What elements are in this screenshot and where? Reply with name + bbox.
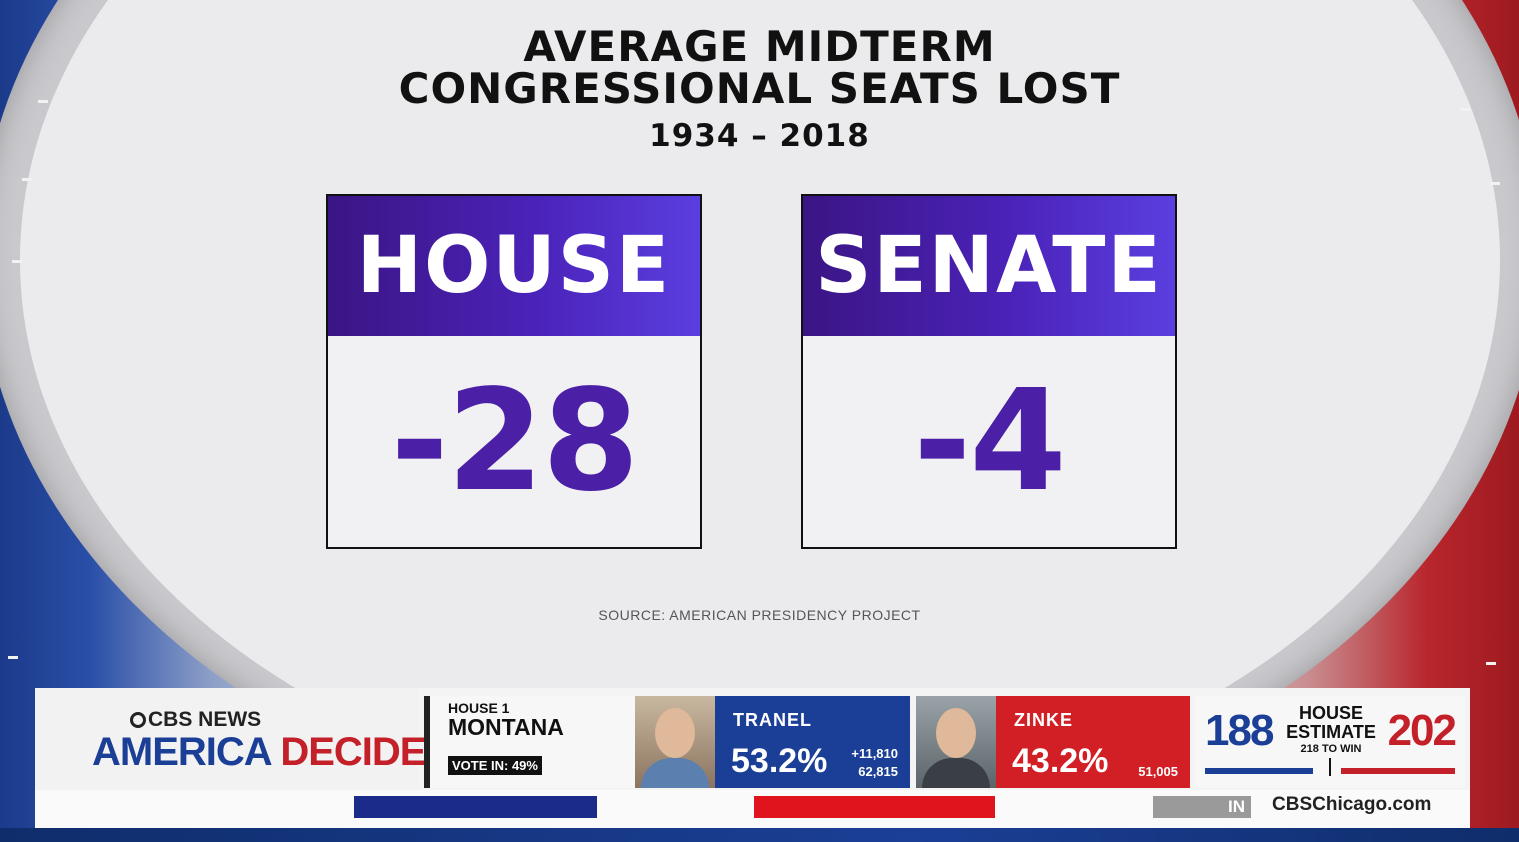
ring-tick: [1460, 108, 1470, 111]
candidate-zinke: ZINKE 43.2% 51,005: [916, 696, 1190, 788]
dem-seat-estimate: 188: [1205, 706, 1274, 755]
face-shape: [936, 708, 976, 758]
house-card-body: -28: [328, 336, 700, 547]
candidate-votes: 51,005: [1138, 764, 1178, 779]
to-win-label: 218 TO WIN: [1300, 743, 1362, 755]
race-state: MONTANA: [448, 714, 564, 740]
rep-estimate-bar: [1341, 768, 1455, 774]
senate-card-value: -4: [913, 360, 1067, 523]
cbs-news-logo: CBS NEWS: [130, 708, 261, 732]
vote-in-badge: VOTE IN: 49%: [448, 756, 542, 775]
crawl-tag: IN: [1153, 796, 1251, 818]
tranel-photo: [635, 696, 715, 788]
ring-tick: [1490, 182, 1500, 185]
shoulders-shape: [641, 758, 709, 788]
senate-card-header: SENATE: [803, 196, 1175, 336]
title-line-2: CONGRESSIONAL SEATS LOST: [398, 64, 1121, 113]
race-panel: HOUSE 1 MONTANA VOTE IN: 49%: [424, 696, 636, 788]
source-note: SOURCE: AMERICAN PRESIDENCY PROJECT: [598, 607, 921, 623]
title-line-1: AVERAGE MIDTERM: [523, 22, 996, 71]
show-word-1: AMERICA: [92, 730, 271, 774]
shoulders-shape: [922, 758, 990, 788]
candidate-lead: +11,810: [851, 746, 898, 761]
senate-card-body: -4: [803, 336, 1175, 547]
rep-seat-estimate: 202: [1387, 706, 1457, 755]
station-site: CBSChicago.com: [1272, 794, 1432, 815]
candidate-name: TRANEL: [733, 710, 812, 730]
ring-tick: [38, 100, 48, 103]
crawl-red-block: [754, 796, 995, 818]
america-decides-logo: AMERICA DECIDES: [92, 730, 452, 775]
house-estimate-panel: 188 HOUSE ESTIMATE 218 TO WIN 202: [1195, 696, 1465, 788]
zinke-photo: [916, 696, 996, 788]
senate-card: SENATE -4: [801, 194, 1177, 549]
bottom-strip: [0, 828, 1519, 842]
crawl-blue-block: [354, 796, 597, 818]
title-period: 1934 – 2018: [649, 118, 870, 154]
estimate-label-line-2: ESTIMATE: [1286, 722, 1376, 742]
network-name: CBS NEWS: [148, 708, 262, 731]
candidate-tranel: TRANEL 53.2% +11,810 62,815: [635, 696, 910, 788]
race-type: HOUSE 1: [448, 700, 510, 716]
show-word-2: DECIDES: [280, 730, 452, 774]
senate-card-label: SENATE: [815, 221, 1163, 311]
house-card-header: HOUSE: [328, 196, 700, 336]
house-card-value: -28: [390, 360, 640, 523]
face-shape: [655, 708, 695, 758]
majority-marker: [1329, 758, 1331, 776]
estimate-label: HOUSE ESTIMATE: [1279, 704, 1383, 742]
candidate-votes: 62,815: [858, 764, 898, 779]
cbs-eye-icon: [130, 712, 146, 728]
ring-tick: [8, 656, 18, 659]
estimate-label-line-1: HOUSE: [1298, 703, 1363, 723]
house-card: HOUSE -28: [326, 194, 702, 549]
dem-estimate-bar: [1205, 768, 1313, 774]
candidate-percent: 43.2%: [1012, 742, 1109, 780]
house-card-label: HOUSE: [356, 221, 672, 311]
brand-panel: [35, 688, 419, 790]
ring-tick: [1486, 662, 1496, 665]
ring-tick: [22, 178, 32, 181]
candidate-percent: 53.2%: [731, 742, 828, 780]
ring-tick: [12, 260, 22, 263]
candidate-name: ZINKE: [1014, 710, 1073, 730]
crawl-bar: [35, 790, 1470, 828]
